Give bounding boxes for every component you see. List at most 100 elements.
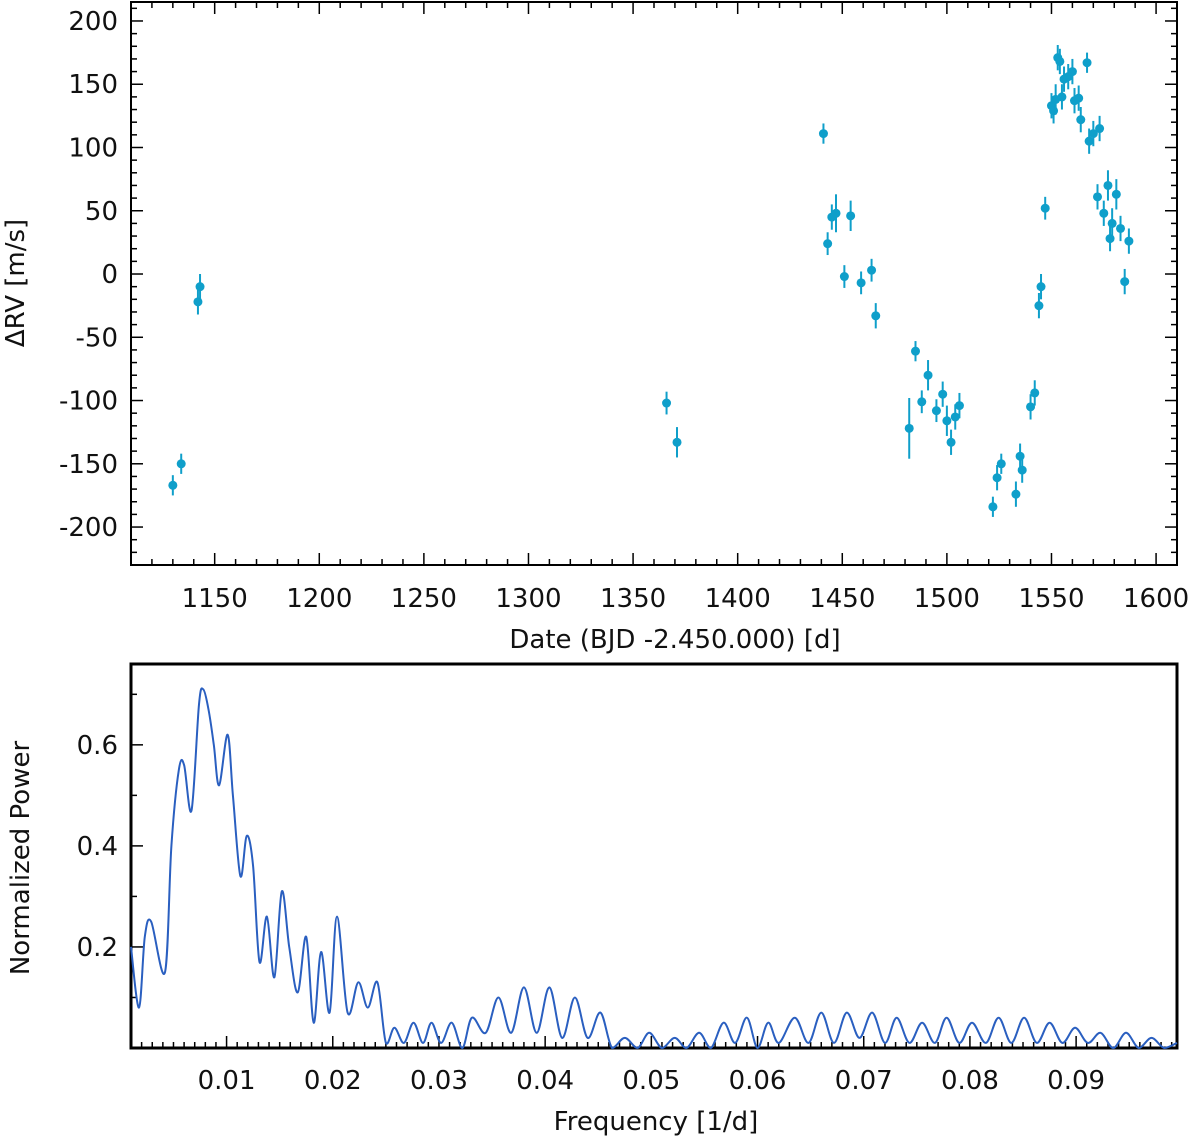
rv-marker <box>1036 282 1046 292</box>
rv-marker <box>1093 192 1103 202</box>
rv-marker <box>942 416 952 426</box>
rv-marker <box>1099 208 1109 218</box>
rv-data-point <box>856 271 866 295</box>
periodogram-x-tick-label: 0.06 <box>729 1066 787 1096</box>
rv-marker <box>1105 234 1115 244</box>
periodogram-ticks: 0.01 0.02 0.03 0.04 0.05 0.06 0.07 0.08 0.09 0.2 0… <box>77 693 1173 1096</box>
rv-data-point <box>168 475 178 496</box>
rv-data-point <box>867 258 877 282</box>
rv-marker <box>1120 277 1130 287</box>
periodogram-y-tick-label: 0.4 <box>77 832 118 862</box>
rv-x-tick-label: 1150 <box>182 584 248 614</box>
rv-data-point <box>1095 115 1105 142</box>
rv-marker <box>1084 136 1094 146</box>
rv-marker <box>867 265 877 275</box>
periodogram-panel: 0.01 0.02 0.03 0.04 0.05 0.06 0.07 0.08 0.09 0.2 0… <box>6 662 1179 1137</box>
rv-x-tick-label: 1400 <box>705 584 771 614</box>
rv-marker <box>904 423 914 433</box>
rv-data-point <box>992 465 1002 491</box>
rv-data-point <box>672 427 682 458</box>
rv-marker <box>992 473 1002 483</box>
rv-marker <box>1055 56 1065 66</box>
rv-ticks: 1150 1200 1250 1300 1350 1400 1450 1500 1550 1600… <box>59 2 1189 614</box>
rv-data-point <box>1026 394 1036 420</box>
rv-marker <box>193 297 203 307</box>
rv-data-point <box>823 232 833 256</box>
rv-data-point <box>818 123 828 144</box>
rv-data-point <box>950 404 960 430</box>
rv-data-point <box>1088 120 1098 147</box>
rv-data-point <box>1011 481 1021 507</box>
rv-marker <box>846 211 856 221</box>
periodogram-y-tick-label: 0.6 <box>77 731 118 761</box>
rv-marker <box>823 239 833 249</box>
rv-marker <box>946 437 956 447</box>
rv-y-tick-label: 200 <box>68 7 118 37</box>
rv-data-point <box>954 392 964 419</box>
rv-data-point <box>871 303 881 329</box>
rv-marker <box>1107 218 1117 228</box>
rv-marker <box>988 502 998 512</box>
rv-plot-frame <box>130 1 1178 566</box>
rv-marker <box>839 272 849 282</box>
periodogram-y-axis-label: Normalized Power <box>6 741 36 976</box>
rv-marker <box>1015 451 1025 461</box>
periodogram-x-tick-label: 0.01 <box>198 1066 256 1096</box>
rv-marker <box>1017 465 1027 475</box>
periodogram-plot-frame <box>129 662 1179 1050</box>
rv-y-tick-label: 0 <box>101 260 118 290</box>
rv-marker <box>1116 223 1126 233</box>
rv-marker <box>176 459 186 469</box>
rv-x-tick-label: 1500 <box>914 584 980 614</box>
rv-marker <box>1057 92 1067 102</box>
rv-y-tick-label: 100 <box>68 133 118 163</box>
rv-marker <box>672 437 682 447</box>
rv-marker <box>1040 203 1050 213</box>
rv-marker <box>1049 106 1059 116</box>
rv-x-tick-label: 1200 <box>286 584 352 614</box>
rv-data-point <box>1074 85 1084 111</box>
rv-data-point <box>1124 228 1134 254</box>
rv-data-point <box>1040 196 1050 220</box>
rv-x-axis-label: Date (BJD -2.450.000) [d] <box>509 625 840 655</box>
rv-marker <box>1082 58 1092 68</box>
rv-data-point <box>662 391 672 415</box>
rv-data-point <box>1082 52 1092 73</box>
rv-data-point <box>839 265 849 288</box>
rv-marker <box>662 398 672 408</box>
rv-data-point <box>996 453 1006 474</box>
rv-marker <box>1011 489 1021 499</box>
rv-marker <box>1074 93 1084 103</box>
rv-y-tick-label: -50 <box>76 323 118 353</box>
rv-marker <box>1111 189 1121 199</box>
rv-marker <box>195 282 205 292</box>
rv-panel: 1150 1200 1250 1300 1350 1400 1450 1500 1550 1600… <box>1 1 1189 655</box>
rv-marker <box>871 311 881 321</box>
rv-marker <box>923 370 933 380</box>
rv-x-tick-label: 1350 <box>600 584 666 614</box>
rv-x-tick-label: 1300 <box>495 584 561 614</box>
rv-y-tick-label: -100 <box>59 387 118 417</box>
rv-data-point <box>846 200 856 231</box>
rv-data-point <box>1111 179 1121 210</box>
rv-marker <box>1124 236 1134 246</box>
rv-data-point <box>1036 274 1046 300</box>
periodogram-x-tick-label: 0.05 <box>622 1066 680 1096</box>
rv-data-point <box>1116 215 1126 242</box>
periodogram-x-tick-label: 0.09 <box>1047 1066 1105 1096</box>
rv-data-point <box>917 390 927 414</box>
rv-marker <box>931 406 941 416</box>
rv-y-tick-label: -150 <box>59 450 118 480</box>
rv-data-point <box>1030 380 1040 406</box>
rv-marker <box>911 346 920 356</box>
rv-data-point <box>942 405 952 436</box>
rv-y-tick-label: 150 <box>68 70 118 100</box>
rv-data-point <box>193 289 203 315</box>
rv-data-point <box>1067 58 1077 85</box>
rv-data-point <box>1093 184 1103 210</box>
periodogram-y-tick-label: 0.2 <box>77 933 118 963</box>
rv-marker <box>1026 402 1036 412</box>
rv-marker <box>950 412 960 422</box>
rv-data-point <box>1099 200 1109 226</box>
periodogram-data <box>130 687 1178 1050</box>
